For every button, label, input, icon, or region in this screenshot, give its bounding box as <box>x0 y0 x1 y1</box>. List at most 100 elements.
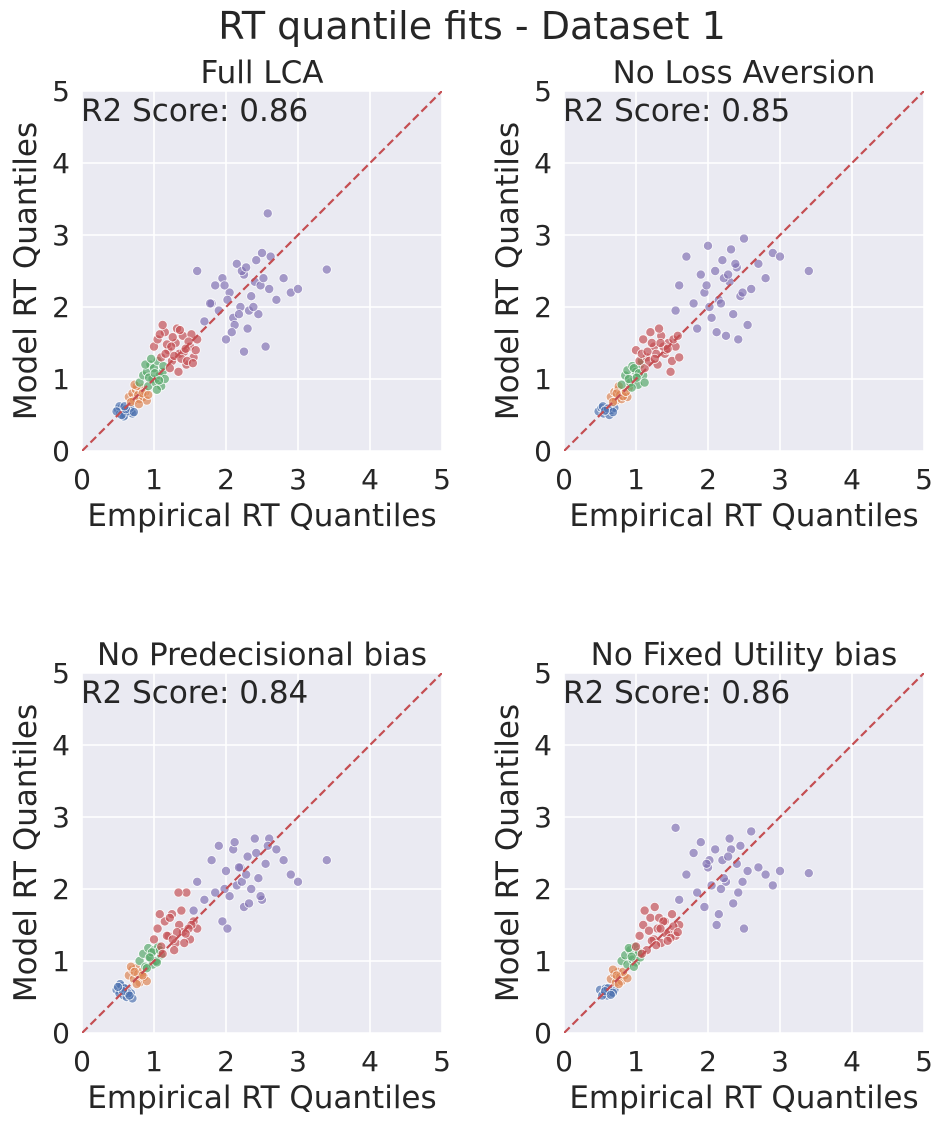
y-tick-label: 2 <box>534 873 552 906</box>
data-point <box>292 283 303 294</box>
r2-score-annotation: R2 Score: 0.86 <box>81 93 308 129</box>
data-point <box>674 280 685 291</box>
data-point <box>645 327 656 338</box>
data-point <box>144 952 155 963</box>
data-point <box>173 366 184 377</box>
data-point <box>730 258 741 269</box>
data-point <box>219 280 230 291</box>
y-tick-label: 4 <box>52 147 70 180</box>
data-point <box>154 375 165 386</box>
data-point <box>292 876 303 887</box>
panel-title: No Predecisional bias <box>97 637 427 673</box>
data-point <box>688 848 699 859</box>
data-point <box>251 255 262 266</box>
data-point <box>711 327 722 338</box>
data-point <box>169 945 180 956</box>
data-point <box>695 269 706 280</box>
data-point <box>692 323 703 334</box>
data-point <box>244 898 255 909</box>
x-tick-label: 1 <box>145 1045 163 1078</box>
data-point <box>655 337 666 348</box>
identity-line <box>564 673 924 1033</box>
data-point <box>753 862 764 873</box>
y-axis-label: Model RT Quantiles <box>490 122 526 420</box>
y-tick-label: 1 <box>52 363 70 396</box>
data-point <box>251 848 262 859</box>
data-point <box>775 251 786 262</box>
data-point <box>128 407 139 418</box>
data-point <box>224 891 235 902</box>
data-point <box>210 887 221 898</box>
data-point <box>231 258 242 269</box>
data-point <box>639 363 650 374</box>
data-point <box>803 265 814 276</box>
panel-title: No Fixed Utility bias <box>591 637 898 673</box>
data-point <box>188 905 199 916</box>
data-point <box>173 887 184 898</box>
x-tick-label: 4 <box>843 1045 861 1078</box>
data-point <box>285 869 296 880</box>
x-tick-label: 3 <box>771 1045 789 1078</box>
data-point <box>649 902 660 913</box>
data-point <box>723 269 734 280</box>
x-tick-label: 2 <box>217 1045 235 1078</box>
x-tick-label: 5 <box>433 463 451 496</box>
data-point <box>260 341 271 352</box>
x-tick-label: 4 <box>361 463 379 496</box>
data-point <box>674 352 685 363</box>
data-point <box>192 876 203 887</box>
data-point <box>152 923 163 934</box>
data-point <box>639 377 650 388</box>
data-point <box>262 208 273 219</box>
data-point <box>190 345 201 356</box>
data-point <box>220 334 231 345</box>
y-tick-label: 5 <box>534 657 552 690</box>
data-point <box>733 887 744 898</box>
data-point <box>737 876 748 887</box>
x-tick-label: 0 <box>555 463 573 496</box>
data-point <box>746 283 757 294</box>
y-tick-label: 3 <box>52 219 70 252</box>
data-point <box>174 325 185 336</box>
data-point <box>217 916 228 927</box>
y-tick-label: 3 <box>534 801 552 834</box>
y-tick-label: 1 <box>52 945 70 978</box>
data-point <box>233 309 244 320</box>
data-point <box>278 273 289 284</box>
x-tick-label: 1 <box>627 463 645 496</box>
data-point <box>726 244 737 255</box>
data-point <box>264 283 275 294</box>
x-tick-label: 2 <box>699 463 717 496</box>
x-tick-label: 2 <box>217 463 235 496</box>
identity-line <box>82 91 442 451</box>
x-tick-label: 0 <box>73 1045 91 1078</box>
data-point <box>187 358 198 369</box>
data-point <box>654 323 665 334</box>
data-point <box>723 851 734 862</box>
data-point <box>256 247 267 258</box>
data-point <box>739 233 750 244</box>
data-point <box>249 833 260 844</box>
data-point <box>176 905 187 916</box>
data-point <box>699 902 710 913</box>
data-point <box>167 332 178 343</box>
data-point <box>692 887 703 898</box>
data-point <box>167 934 178 945</box>
data-point <box>638 334 649 345</box>
data-point <box>715 298 726 309</box>
data-point <box>665 366 676 377</box>
data-point <box>695 837 706 848</box>
data-point <box>710 844 721 855</box>
data-point <box>706 312 717 323</box>
data-point <box>206 855 217 866</box>
data-point <box>767 880 778 891</box>
data-point <box>721 330 732 341</box>
data-point <box>154 329 165 340</box>
data-point <box>113 981 124 992</box>
data-point <box>670 822 681 833</box>
identity-line <box>82 673 442 1033</box>
data-point <box>143 389 154 400</box>
